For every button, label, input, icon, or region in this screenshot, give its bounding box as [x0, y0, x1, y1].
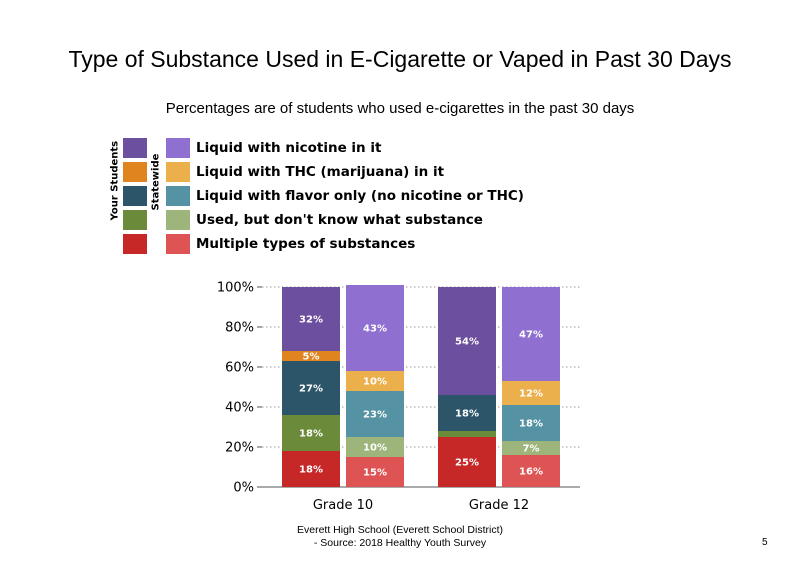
- chart-subtitle: Percentages are of students who used e-c…: [165, 100, 635, 117]
- bar-segment: [346, 457, 404, 487]
- data-label: 10%: [363, 443, 387, 454]
- data-label: 43%: [363, 324, 387, 335]
- legend-swatch-statewide: [166, 186, 190, 206]
- bar-segment: [282, 415, 340, 451]
- data-label: 5%: [303, 352, 320, 363]
- data-label: 18%: [299, 465, 323, 476]
- bar-segment: [438, 395, 496, 431]
- bar-segment: [502, 287, 560, 381]
- data-label: 15%: [363, 468, 387, 479]
- data-label: 47%: [519, 330, 543, 341]
- legend-swatch-statewide: [166, 138, 190, 158]
- bar-segment: [346, 371, 404, 391]
- legend-swatch-statewide: [166, 234, 190, 254]
- legend-label: Multiple types of substances: [196, 236, 416, 252]
- data-label: 23%: [363, 410, 387, 421]
- data-label: 16%: [519, 467, 543, 478]
- data-label: 18%: [455, 409, 479, 420]
- legend-label: Liquid with THC (marijuana) in it: [196, 164, 445, 180]
- bar-segment: [282, 451, 340, 487]
- legend-label: Liquid with nicotine in it: [196, 140, 382, 156]
- footer-source: - Source: 2018 Healthy Youth Survey: [313, 537, 487, 549]
- legend-label: Used, but don't know what substance: [196, 212, 483, 228]
- bar-segment: [346, 437, 404, 457]
- bar-segment: [438, 437, 496, 487]
- x-category-label: Grade 12: [469, 498, 529, 513]
- bar-segment: [282, 351, 340, 361]
- data-label: 27%: [299, 384, 323, 395]
- data-label: 7%: [523, 444, 540, 455]
- x-category-label: Grade 10: [313, 498, 373, 513]
- data-label: 54%: [455, 337, 479, 348]
- bar-segment: [502, 455, 560, 487]
- legend-swatch-statewide: [166, 210, 190, 230]
- legend-swatch-your-students: [123, 234, 147, 254]
- page-number: 5: [762, 537, 768, 548]
- legend-label: Liquid with flavor only (no nicotine or …: [196, 188, 524, 204]
- bar-segment: [502, 405, 560, 441]
- bar-segment: [438, 431, 496, 437]
- y-tick-label: 40%: [225, 401, 254, 416]
- y-tick-label: 20%: [225, 441, 254, 456]
- bar-segment: [346, 391, 404, 437]
- y-tick-label: 80%: [225, 321, 254, 336]
- bar-segment: [282, 287, 340, 351]
- data-label: 10%: [363, 377, 387, 388]
- data-label: 18%: [519, 419, 543, 430]
- chart-title: Type of Substance Used in E-Cigarette or…: [68, 46, 732, 72]
- y-tick-label: 60%: [225, 361, 254, 376]
- data-label: 25%: [455, 458, 479, 469]
- bar-segment: [502, 381, 560, 405]
- legend-swatch-your-students: [123, 162, 147, 182]
- bar-segment: [346, 285, 404, 371]
- data-label: 18%: [299, 429, 323, 440]
- y-tick-label: 100%: [217, 281, 254, 296]
- data-label: 32%: [299, 315, 323, 326]
- footer-school: Everett High School (Everett School Dist…: [297, 524, 503, 536]
- bar-segment: [282, 361, 340, 415]
- legend-swatch-your-students: [123, 138, 147, 158]
- bar-segment: [438, 287, 496, 395]
- data-label: 12%: [519, 389, 543, 400]
- y-tick-label: 0%: [233, 481, 254, 496]
- legend-swatch-your-students: [123, 186, 147, 206]
- bar-segment: [502, 441, 560, 455]
- legend-swatch-your-students: [123, 210, 147, 230]
- legend-swatch-statewide: [166, 162, 190, 182]
